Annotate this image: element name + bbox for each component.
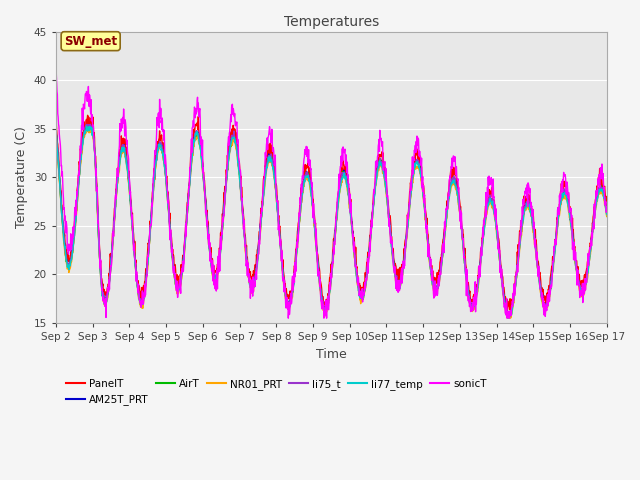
AM25T_PRT xyxy=(603,212,611,217)
sonicT xyxy=(236,167,244,173)
AM25T_PRT xyxy=(52,128,60,133)
sonicT xyxy=(538,290,546,296)
NR01_PRT xyxy=(417,177,425,182)
Line: li75_t: li75_t xyxy=(56,124,607,316)
PanelT xyxy=(237,177,244,182)
NR01_PRT xyxy=(489,205,497,211)
sonicT xyxy=(490,176,497,182)
Line: AM25T_PRT: AM25T_PRT xyxy=(56,125,607,318)
AirT xyxy=(52,122,60,128)
li75_t xyxy=(86,121,94,127)
Line: sonicT: sonicT xyxy=(56,69,607,318)
sonicT xyxy=(52,66,60,72)
li75_t xyxy=(538,293,546,299)
li75_t xyxy=(52,123,60,129)
sonicT xyxy=(417,163,425,168)
li75_t xyxy=(505,313,513,319)
PanelT xyxy=(538,290,546,296)
li77_temp xyxy=(504,315,511,321)
AirT xyxy=(603,214,611,219)
Text: SW_met: SW_met xyxy=(64,35,117,48)
li77_temp xyxy=(175,287,182,293)
Line: li77_temp: li77_temp xyxy=(56,126,607,318)
NR01_PRT xyxy=(504,315,511,321)
NR01_PRT xyxy=(161,169,169,175)
NR01_PRT xyxy=(175,291,182,297)
NR01_PRT xyxy=(603,214,611,219)
AirT xyxy=(417,171,425,177)
AM25T_PRT xyxy=(85,122,93,128)
PanelT xyxy=(603,208,611,214)
li75_t xyxy=(161,170,169,176)
Line: PanelT: PanelT xyxy=(56,115,607,311)
sonicT xyxy=(161,161,169,167)
PanelT xyxy=(161,168,169,173)
Line: NR01_PRT: NR01_PRT xyxy=(56,127,607,318)
AM25T_PRT xyxy=(161,169,169,175)
sonicT xyxy=(284,315,292,321)
AirT xyxy=(161,167,169,172)
AM25T_PRT xyxy=(417,174,425,180)
li75_t xyxy=(175,285,182,290)
PanelT xyxy=(84,112,92,118)
li75_t xyxy=(490,201,497,206)
AM25T_PRT xyxy=(237,186,244,192)
AirT xyxy=(236,177,244,183)
NR01_PRT xyxy=(52,124,60,130)
li77_temp xyxy=(83,123,90,129)
AirT xyxy=(538,293,546,299)
AM25T_PRT xyxy=(490,201,497,207)
li75_t xyxy=(417,173,425,179)
li77_temp xyxy=(161,170,169,176)
li77_temp xyxy=(52,124,60,130)
li77_temp xyxy=(490,204,497,210)
li77_temp xyxy=(237,185,244,191)
li77_temp xyxy=(538,296,546,302)
li75_t xyxy=(603,211,611,216)
li77_temp xyxy=(417,172,425,178)
Legend: PanelT, AM25T_PRT, AirT, NR01_PRT, li75_t, li77_temp, sonicT: PanelT, AM25T_PRT, AirT, NR01_PRT, li75_… xyxy=(62,375,491,409)
AM25T_PRT xyxy=(538,295,546,300)
AM25T_PRT xyxy=(175,284,182,290)
PanelT xyxy=(490,197,497,203)
li77_temp xyxy=(603,212,611,217)
PanelT xyxy=(504,308,511,314)
AirT xyxy=(489,202,497,208)
X-axis label: Time: Time xyxy=(316,348,347,360)
Line: AirT: AirT xyxy=(56,125,607,318)
sonicT xyxy=(175,285,182,291)
PanelT xyxy=(175,280,182,286)
AirT xyxy=(175,285,182,291)
AM25T_PRT xyxy=(505,315,513,321)
AirT xyxy=(506,315,513,321)
Y-axis label: Temperature (C): Temperature (C) xyxy=(15,126,28,228)
li75_t xyxy=(237,184,244,190)
NR01_PRT xyxy=(538,298,546,303)
sonicT xyxy=(603,204,611,210)
Title: Temperatures: Temperatures xyxy=(284,15,379,29)
PanelT xyxy=(417,163,425,168)
PanelT xyxy=(52,118,60,123)
NR01_PRT xyxy=(236,181,244,187)
